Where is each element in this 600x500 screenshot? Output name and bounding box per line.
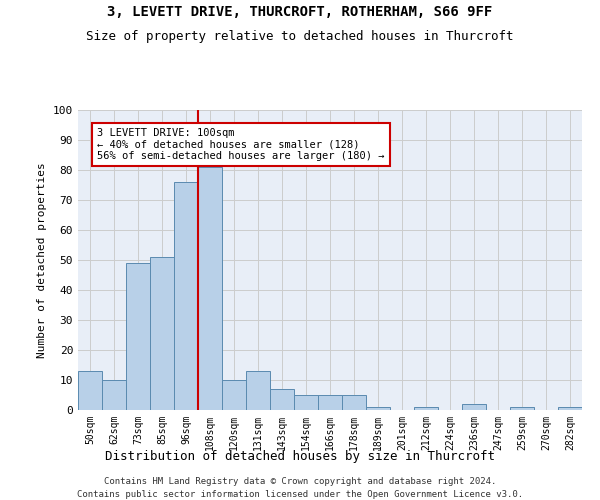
Bar	[318, 395, 342, 410]
Bar	[462, 404, 486, 410]
Bar	[222, 380, 246, 410]
Text: Contains HM Land Registry data © Crown copyright and database right 2024.: Contains HM Land Registry data © Crown c…	[104, 478, 496, 486]
Bar	[270, 389, 294, 410]
Bar	[366, 407, 390, 410]
Bar	[558, 407, 582, 410]
Bar	[78, 371, 102, 410]
Y-axis label: Number of detached properties: Number of detached properties	[37, 162, 47, 358]
Bar	[510, 407, 534, 410]
Text: Contains public sector information licensed under the Open Government Licence v3: Contains public sector information licen…	[77, 490, 523, 499]
Bar	[342, 395, 366, 410]
Bar	[174, 182, 198, 410]
Bar	[150, 257, 174, 410]
Bar	[126, 263, 150, 410]
Bar	[102, 380, 126, 410]
Bar	[414, 407, 438, 410]
Bar	[246, 371, 270, 410]
Bar	[198, 167, 222, 410]
Text: 3, LEVETT DRIVE, THURCROFT, ROTHERHAM, S66 9FF: 3, LEVETT DRIVE, THURCROFT, ROTHERHAM, S…	[107, 5, 493, 19]
Text: Distribution of detached houses by size in Thurcroft: Distribution of detached houses by size …	[105, 450, 495, 463]
Text: Size of property relative to detached houses in Thurcroft: Size of property relative to detached ho…	[86, 30, 514, 43]
Text: 3 LEVETT DRIVE: 100sqm
← 40% of detached houses are smaller (128)
56% of semi-de: 3 LEVETT DRIVE: 100sqm ← 40% of detached…	[97, 128, 385, 161]
Bar	[294, 395, 318, 410]
